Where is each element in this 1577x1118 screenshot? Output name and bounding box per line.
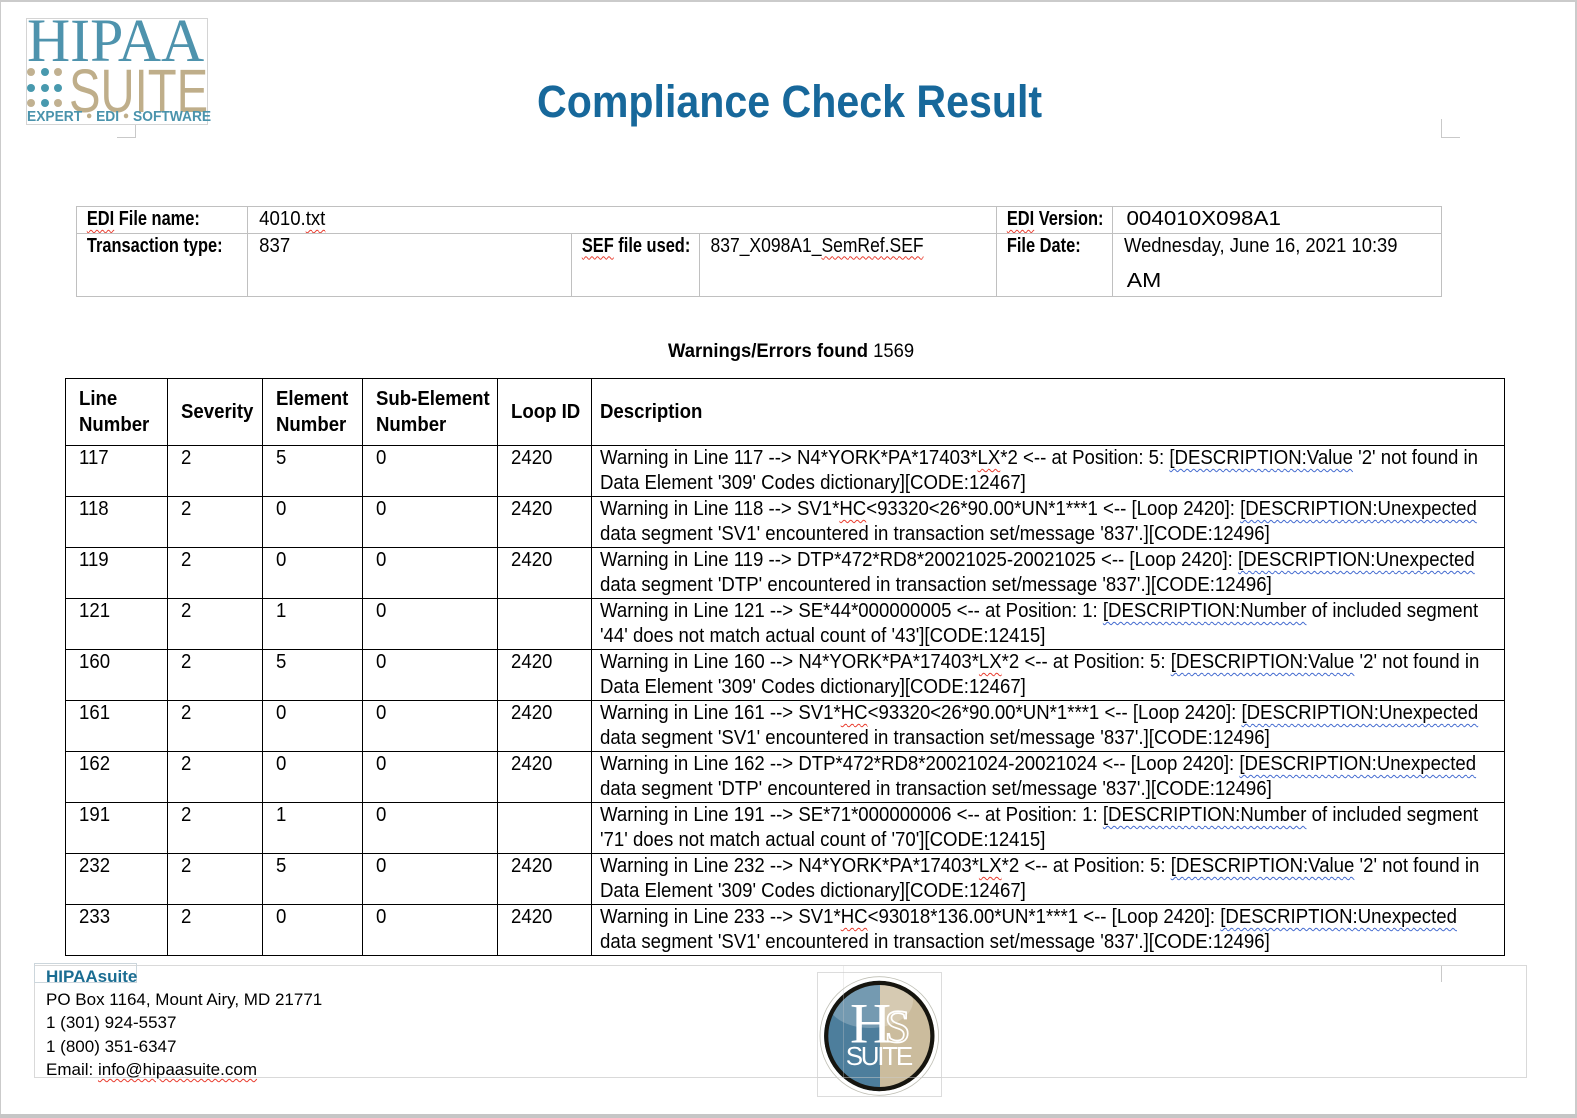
svg-text:H: H — [850, 993, 891, 1056]
svg-text:S: S — [885, 1001, 911, 1053]
svg-text:SUITE: SUITE — [846, 1041, 914, 1071]
